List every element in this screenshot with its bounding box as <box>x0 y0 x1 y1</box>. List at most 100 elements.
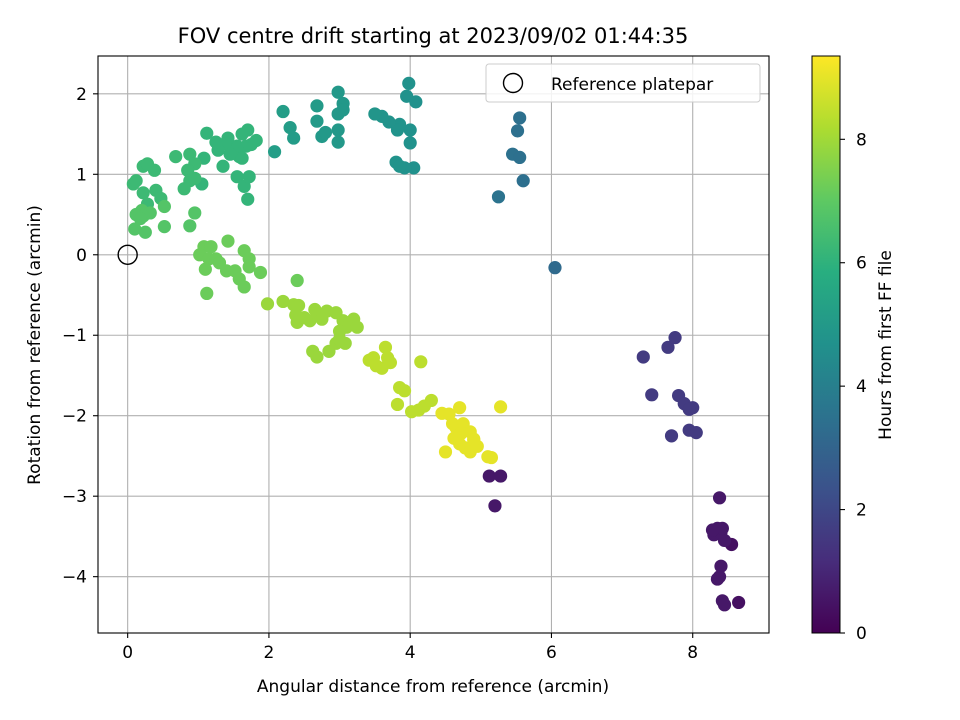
data-point <box>390 123 405 137</box>
data-point <box>513 111 527 125</box>
colorbar-tick-label: 0 <box>856 624 867 644</box>
y-axis-label: Rotation from reference (arcmin) <box>25 205 45 485</box>
legend-label: Reference platepar <box>551 75 713 95</box>
y-tick-label: −3 <box>62 487 87 507</box>
data-point <box>242 260 256 274</box>
data-point <box>200 286 214 300</box>
data-point <box>332 332 347 346</box>
data-point <box>682 402 696 416</box>
data-point <box>488 499 502 513</box>
data-point <box>424 393 438 408</box>
data-point <box>235 151 249 165</box>
data-point <box>516 174 530 188</box>
data-points <box>126 76 746 612</box>
data-point <box>209 135 223 149</box>
data-point <box>239 139 253 153</box>
data-point <box>198 262 212 276</box>
legend-box <box>485 63 761 103</box>
data-point <box>482 469 496 483</box>
grid <box>98 56 769 633</box>
data-point <box>157 220 171 234</box>
data-point <box>287 131 301 145</box>
data-point <box>689 426 703 440</box>
data-point <box>714 559 728 573</box>
x-tick-label: 2 <box>264 643 275 663</box>
data-point <box>438 445 453 459</box>
data-point <box>715 521 729 535</box>
x-tick-label: 0 <box>122 643 133 663</box>
data-point <box>310 114 324 128</box>
data-point <box>494 400 508 414</box>
data-point <box>403 136 417 150</box>
colorbar-tick-label: 6 <box>856 254 867 274</box>
colorbar: 0 2 4 6 8 Hours from first FF file <box>811 55 896 644</box>
data-point <box>183 219 197 233</box>
data-point <box>290 273 304 288</box>
plot-frame <box>97 55 770 634</box>
data-point <box>276 104 290 119</box>
y-tick-label: −2 <box>62 407 87 427</box>
colorbar-tick-label: 8 <box>856 130 867 150</box>
colorbar-ticks: 0 2 4 6 8 <box>840 130 867 644</box>
data-point <box>331 135 345 149</box>
data-point <box>336 103 350 117</box>
data-point <box>467 433 481 447</box>
colorbar-tick-label: 2 <box>856 501 867 521</box>
data-point <box>409 95 423 109</box>
data-point <box>129 174 143 188</box>
data-point <box>237 280 251 294</box>
data-point <box>453 401 467 415</box>
data-point <box>310 350 324 364</box>
data-point <box>732 595 746 610</box>
data-point <box>216 159 230 173</box>
data-point <box>664 429 679 443</box>
data-point <box>267 145 282 159</box>
data-point <box>253 265 268 280</box>
colorbar-gradient <box>811 55 841 634</box>
x-tick-label: 4 <box>405 643 416 663</box>
data-point <box>712 491 727 505</box>
data-point <box>283 121 297 135</box>
x-tick-label: 6 <box>546 643 557 663</box>
data-point <box>407 161 421 175</box>
x-tick-label: 8 <box>687 643 698 663</box>
data-point <box>188 206 202 220</box>
colorbar-tick-label: 4 <box>856 377 867 397</box>
data-point <box>204 240 218 254</box>
data-point <box>235 127 249 141</box>
data-point <box>548 261 562 275</box>
data-point <box>223 147 237 161</box>
legend-reference-marker <box>502 72 524 94</box>
data-point <box>315 312 329 326</box>
y-tick-label: −1 <box>62 326 87 346</box>
data-point <box>717 598 732 612</box>
y-tick-label: 2 <box>76 85 87 105</box>
y-tick-label: 1 <box>76 165 87 185</box>
data-point <box>140 157 155 171</box>
data-point <box>157 199 171 214</box>
data-point <box>645 388 659 402</box>
data-point <box>661 340 675 354</box>
data-point <box>383 356 398 370</box>
colorbar-label: Hours from first FF file <box>876 250 896 440</box>
data-point <box>331 85 345 99</box>
data-point <box>310 99 324 113</box>
data-point <box>494 469 508 483</box>
data-point <box>510 124 525 138</box>
y-axis-ticks: −4 −3 −2 −1 0 1 2 <box>62 85 98 588</box>
data-point <box>390 397 405 412</box>
data-point <box>221 234 235 248</box>
y-tick-label: −4 <box>62 568 87 588</box>
data-point <box>636 350 650 364</box>
data-point <box>331 123 345 137</box>
data-point <box>241 192 255 206</box>
data-point <box>188 171 202 185</box>
data-point <box>513 150 527 164</box>
data-point <box>414 355 428 369</box>
reference-marker-layer <box>117 244 138 265</box>
data-point <box>249 133 263 148</box>
data-point <box>177 182 191 196</box>
data-point <box>403 123 417 137</box>
data-point <box>230 170 244 184</box>
